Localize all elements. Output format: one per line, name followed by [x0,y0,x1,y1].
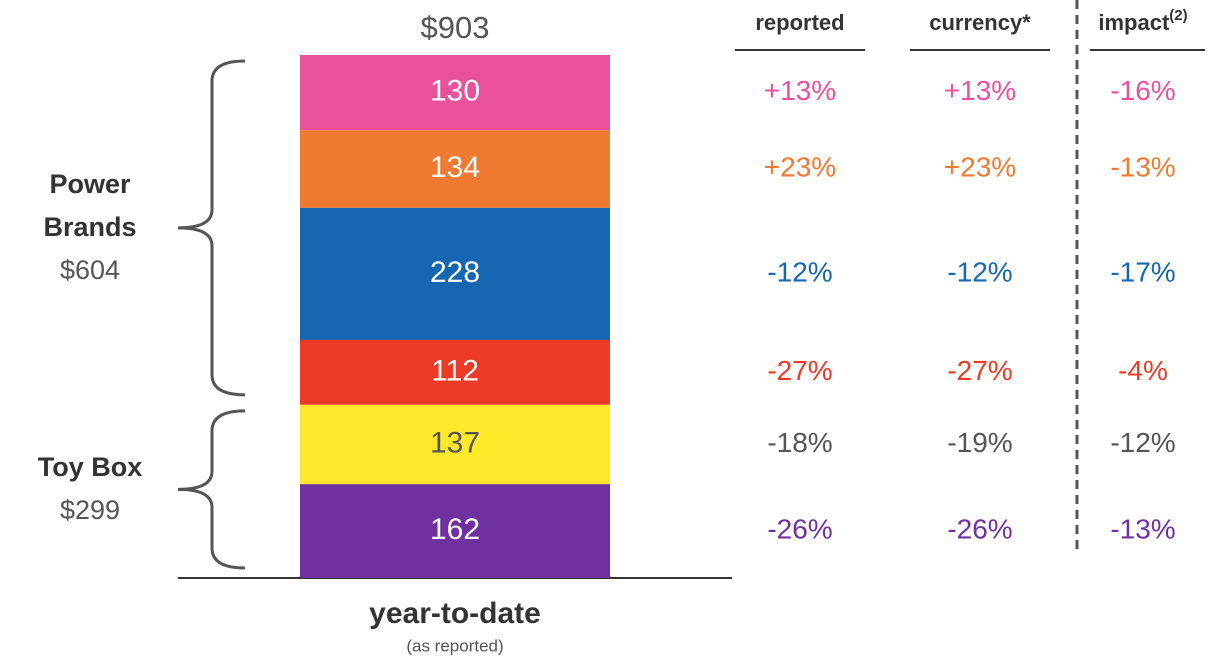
change-value: -12% [767,256,832,287]
column-header-text: currency* [929,10,1031,35]
category-label: year-to-date [369,597,541,630]
segment-label: 162 [430,513,480,546]
group-brace [177,409,246,570]
change-value: +23% [944,151,1016,182]
change-value: -13% [1110,151,1175,182]
group-name: Power Brands [43,169,137,243]
change-value: -27% [767,355,832,386]
change-value: -27% [947,355,1012,386]
column-header: reported [755,10,844,35]
bar-segment [300,130,610,208]
group-brace [177,59,246,397]
change-value: +13% [944,75,1016,106]
segment-label: 130 [430,75,480,108]
bar-segment [300,55,610,131]
change-value: -19% [947,427,1012,458]
change-value: -26% [947,513,1012,544]
segment-label: 137 [430,426,480,459]
column-header-sup: (2) [1169,7,1187,24]
column-header: impact(2) [1098,7,1187,35]
change-value: -16% [1110,75,1175,106]
change-value: -26% [767,513,832,544]
change-value: -17% [1110,256,1175,287]
segment-label: 112 [431,354,479,387]
bar-segment [300,404,610,485]
change-value: -13% [1110,513,1175,544]
segment-label: 228 [430,256,480,289]
change-value: -18% [767,427,832,458]
column-header: currency* [929,10,1031,35]
total-label: $903 [421,10,490,45]
bar-segment [300,484,610,578]
column-header-text: impact [1098,10,1170,35]
subtitle: (as reported) [406,636,503,655]
change-value: -12% [1110,427,1175,458]
group-total: $299 [59,495,121,526]
group-label: Toy Box $299 [0,446,180,532]
change-value: -12% [947,256,1012,287]
group-total: $604 [59,255,121,286]
segment-label: 134 [430,151,480,184]
group-name: Toy Box [37,452,143,483]
change-value: -4% [1118,355,1168,386]
bar-segment [300,207,610,340]
change-value: +23% [764,151,836,182]
group-label: Power Brands $604 [0,163,180,292]
change-value: +13% [764,75,836,106]
bar-segment [300,339,610,405]
column-header-text: reported [755,10,844,35]
